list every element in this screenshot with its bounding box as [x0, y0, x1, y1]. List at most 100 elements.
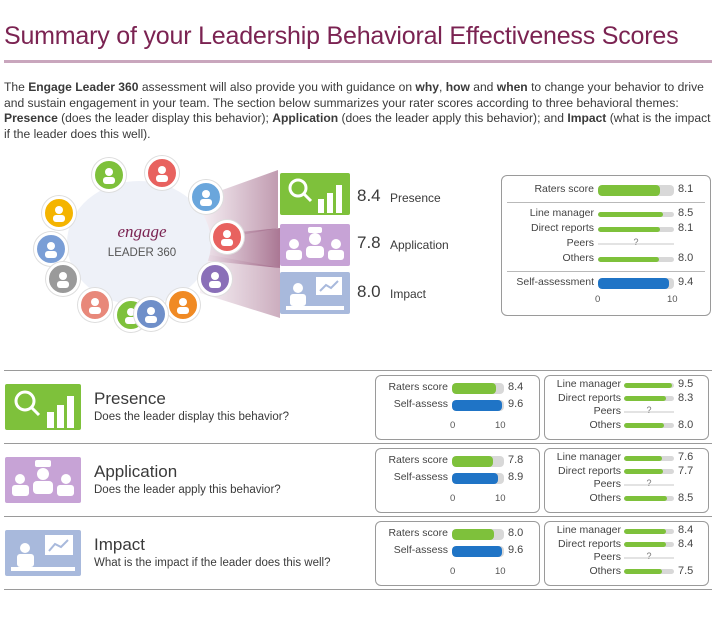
application-overall-label: Application	[390, 238, 449, 252]
impact-peers-no-data: ?	[646, 551, 652, 562]
impact-peers-empty-track	[624, 557, 674, 560]
application-row-question: Does the leader apply this behavior?	[94, 484, 281, 496]
intro-text: to change your behavior to drive and sus…	[4, 80, 704, 110]
people-icon	[45, 262, 80, 296]
presence-line-manager-value: 9.5	[678, 378, 694, 390]
impact-self-assess-label: Self-assess	[393, 544, 448, 556]
award-icon	[91, 158, 126, 193]
impact-self-assess-track	[452, 545, 504, 557]
people-icon-glyph	[56, 272, 69, 288]
impact-row-title: Impact	[94, 535, 146, 554]
presence-peers-no-data: ?	[646, 405, 652, 416]
summary-others-label: Others	[562, 252, 594, 264]
intro-text: (does the leader apply this behavior); a…	[338, 111, 568, 126]
application-overall-score: 7.8	[357, 233, 381, 252]
presence-raters-score-label: Raters score	[388, 381, 448, 393]
page-title: Summary of your Leadership Behavioral Ef…	[4, 22, 679, 50]
row-divider	[4, 589, 712, 590]
summary-raters-score-label: Raters score	[534, 183, 594, 195]
intro-text: (what is the impact if the leader does t…	[4, 111, 711, 141]
application-direct-reports-label: Direct reports	[557, 464, 621, 477]
presence-raters-score-value: 8.4	[508, 381, 524, 393]
intro-emphasis: Application	[272, 111, 339, 126]
summary-axis-tick-min: 0	[595, 294, 601, 305]
gears-icon-glyph	[45, 242, 58, 259]
summary-line-manager-bar	[598, 211, 663, 217]
presence-row-tile	[5, 384, 81, 430]
impact-peers-label: Peers	[593, 551, 621, 564]
summary-direct-reports-bar	[598, 226, 660, 232]
impact-others-track	[624, 569, 674, 575]
presence-direct-reports-value: 8.3	[678, 391, 694, 404]
presence-direct-reports-track	[624, 396, 674, 402]
impact-others-label: Others	[589, 564, 621, 577]
summary-raters-score-value: 8.1	[678, 183, 694, 195]
impact-raters-score-track	[452, 528, 504, 540]
target-icon	[144, 156, 179, 191]
presence-line-manager-track	[624, 382, 674, 388]
impact-line-manager-bar	[624, 528, 666, 534]
presence-overall-score: 8.4	[357, 186, 381, 205]
presentation-icon	[286, 277, 344, 310]
handshake-icon-glyph	[145, 307, 158, 324]
summary-self-assessment-bar	[598, 277, 670, 289]
application-raters-score-label: Raters score	[388, 454, 448, 466]
intro-text: and	[469, 80, 497, 94]
presence-overall-label: Presence	[390, 191, 441, 205]
presence-others-value: 8.0	[678, 418, 694, 431]
application-peers-label: Peers	[593, 478, 621, 491]
presence-row-title: Presence	[94, 389, 166, 408]
intro-text: The	[4, 80, 29, 94]
handshake-icon	[134, 297, 169, 332]
impact-row-tile	[5, 530, 81, 576]
summary-line-manager-label: Line manager	[529, 207, 594, 219]
application-peers-empty-track	[624, 484, 674, 487]
application-raters-score-bar	[452, 455, 493, 467]
lightbulb-icon	[42, 195, 77, 230]
meeting-icon	[286, 227, 344, 260]
summary-peers-label: Peers	[566, 237, 594, 249]
presence-line-manager-bar	[624, 382, 672, 388]
user-edit-icon-glyph	[209, 272, 222, 288]
presence-axis-tick-min: 0	[450, 420, 456, 431]
user-edit-icon	[198, 262, 233, 296]
impact-axis-tick-min: 0	[450, 566, 456, 577]
presence-axis-tick-max: 10	[495, 420, 506, 431]
summary-axis-tick-max: 10	[667, 294, 678, 305]
summary-self-assessment-label: Self-assessment	[516, 276, 594, 288]
application-self-assess-track	[452, 472, 504, 484]
intro-emphasis: Engage Leader 360	[28, 80, 139, 94]
presence-self-assess-value: 9.6	[508, 398, 524, 410]
presence-direct-reports-bar	[624, 396, 666, 402]
summary-line-manager-value: 8.5	[678, 207, 694, 219]
engage-wheel: engage LEADER 360	[34, 150, 284, 335]
impact-others-bar	[624, 569, 662, 575]
presence-self-assess-bar	[452, 399, 502, 411]
impact-direct-reports-value: 8.4	[678, 537, 694, 550]
application-line-manager-bar	[624, 455, 662, 461]
presence-self-assess-track	[452, 399, 504, 411]
impact-axis-tick-max: 10	[495, 566, 506, 577]
summary-direct-reports-track	[598, 226, 674, 232]
impact-row-question: What is the impact if the leader does th…	[94, 557, 331, 569]
person-check-icon	[189, 179, 224, 214]
application-axis-tick-min: 0	[450, 493, 456, 504]
application-groups-panel	[544, 448, 709, 513]
application-line-manager-label: Line manager	[556, 451, 621, 463]
application-self-assess-bar	[452, 472, 499, 484]
summary-raters-score-track	[598, 184, 674, 196]
magnifier-bar-chart-icon	[14, 390, 74, 428]
intro-text: assessment will also provide you with gu…	[138, 80, 416, 94]
summary-peers-no-data: ?	[633, 237, 639, 247]
crowd-icon-glyph	[89, 298, 101, 315]
application-others-label: Others	[589, 491, 621, 504]
presence-main-panel	[375, 375, 540, 440]
summary-separator	[507, 202, 705, 203]
group-icon	[166, 288, 200, 323]
summary-separator	[507, 271, 705, 272]
application-main-panel	[375, 448, 540, 513]
presence-line-manager-label: Line manager	[556, 378, 621, 390]
overall-score-panel	[501, 175, 711, 316]
impact-self-assess-bar	[452, 545, 502, 557]
application-raters-score-value: 7.8	[508, 454, 524, 466]
